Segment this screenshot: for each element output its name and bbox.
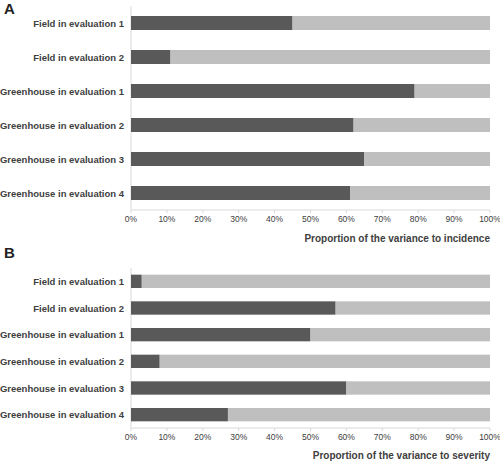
tick-mark — [490, 210, 491, 213]
tick-label: 80% — [410, 432, 427, 442]
tick-mark — [202, 210, 203, 213]
tick-label: 30% — [230, 432, 247, 442]
panel: B Field in evaluation 1 Field in evaluatio… — [0, 244, 500, 461]
tick-label: 10% — [158, 432, 175, 442]
y-axis-line — [131, 6, 132, 210]
tick-mark — [418, 210, 419, 213]
tick-label: 30% — [230, 214, 247, 224]
bar-segment — [170, 50, 490, 64]
bar-segment — [131, 328, 311, 341]
bar-segment — [364, 152, 490, 166]
tick-mark — [382, 210, 383, 213]
tick-label: 20% — [194, 214, 211, 224]
axis-title: Proportion of the variance to incidence — [304, 233, 490, 244]
tick-label: 40% — [266, 432, 283, 442]
tick-mark — [346, 428, 347, 431]
bar-segment — [311, 328, 491, 341]
tick-mark — [418, 428, 419, 431]
category-label: Greenhouse in evaluation 2 — [0, 356, 124, 367]
tick-mark — [310, 210, 311, 213]
category-label: Greenhouse in evaluation 3 — [0, 154, 124, 165]
y-axis-line — [131, 268, 132, 428]
tick-mark — [454, 210, 455, 213]
tick-label: 60% — [338, 214, 355, 224]
category-label: Greenhouse in evaluation 1 — [0, 86, 125, 97]
category-label: Field in evaluation 2 — [33, 303, 124, 314]
tick-label: 20% — [194, 432, 211, 442]
axis-title: Proportion of the variance to severity — [313, 450, 491, 461]
bar-segment — [354, 118, 490, 132]
category-label: Greenhouse in evaluation 4 — [0, 409, 125, 420]
tick-mark — [131, 428, 132, 431]
category-label: Greenhouse in evaluation 4 — [0, 188, 125, 199]
bar-segment — [228, 408, 490, 421]
tick-label: 10% — [158, 214, 175, 224]
category-label: Greenhouse in evaluation 1 — [0, 329, 125, 340]
tick-label: 90% — [446, 432, 463, 442]
bar-segment — [131, 186, 350, 200]
panel-letter: B — [4, 244, 15, 261]
tick-label: 70% — [374, 432, 391, 442]
tick-label: 0% — [125, 214, 138, 224]
tick-label: 50% — [302, 214, 319, 224]
bar-segment — [131, 84, 415, 98]
tick-label: 100% — [479, 214, 500, 224]
bar-segment — [346, 381, 490, 394]
bar-segment — [142, 275, 490, 288]
tick-label: 60% — [338, 432, 355, 442]
tick-mark — [346, 210, 347, 213]
bar-segment — [131, 408, 228, 421]
tick-mark — [131, 210, 132, 213]
tick-label: 40% — [266, 214, 283, 224]
tick-mark — [310, 428, 311, 431]
bars — [131, 275, 490, 422]
tick-mark — [166, 210, 167, 213]
tick-mark — [166, 428, 167, 431]
category-label: Greenhouse in evaluation 3 — [0, 383, 124, 394]
tick-label: 0% — [125, 432, 138, 442]
bar-segment — [293, 16, 490, 30]
category-label: Field in evaluation 2 — [33, 52, 124, 63]
category-label: Greenhouse in evaluation 2 — [0, 120, 124, 131]
bar-segment — [350, 186, 490, 200]
tick-mark — [238, 210, 239, 213]
panel: A Field in evaluation 1 Field in evaluatio… — [0, 0, 500, 244]
figure: A Field in evaluation 1 Field in evaluatio… — [0, 0, 500, 467]
tick-mark — [382, 428, 383, 431]
bar-segment — [131, 355, 160, 368]
tick-mark — [202, 428, 203, 431]
bar-segment — [131, 275, 142, 288]
bar-segment — [131, 16, 293, 30]
bar-segment — [336, 301, 490, 314]
bar-segment — [131, 152, 364, 166]
panel-letter: A — [4, 0, 15, 17]
tick-label: 70% — [374, 214, 391, 224]
tick-mark — [454, 428, 455, 431]
tick-label: 100% — [479, 432, 500, 442]
bar-segment — [415, 84, 490, 98]
tick-label: 80% — [410, 214, 427, 224]
tick-mark — [274, 428, 275, 431]
bar-segment — [131, 301, 336, 314]
tick-label: 90% — [446, 214, 463, 224]
category-label: Field in evaluation 1 — [33, 18, 125, 29]
tick-mark — [490, 428, 491, 431]
tick-mark — [238, 428, 239, 431]
bar-segment — [131, 50, 170, 64]
tick-mark — [274, 210, 275, 213]
category-label: Field in evaluation 1 — [33, 276, 125, 287]
bar-segment — [131, 118, 354, 132]
bar-segment — [131, 381, 346, 394]
bar-segment — [160, 355, 490, 368]
bars — [131, 16, 490, 200]
tick-label: 50% — [302, 432, 319, 442]
